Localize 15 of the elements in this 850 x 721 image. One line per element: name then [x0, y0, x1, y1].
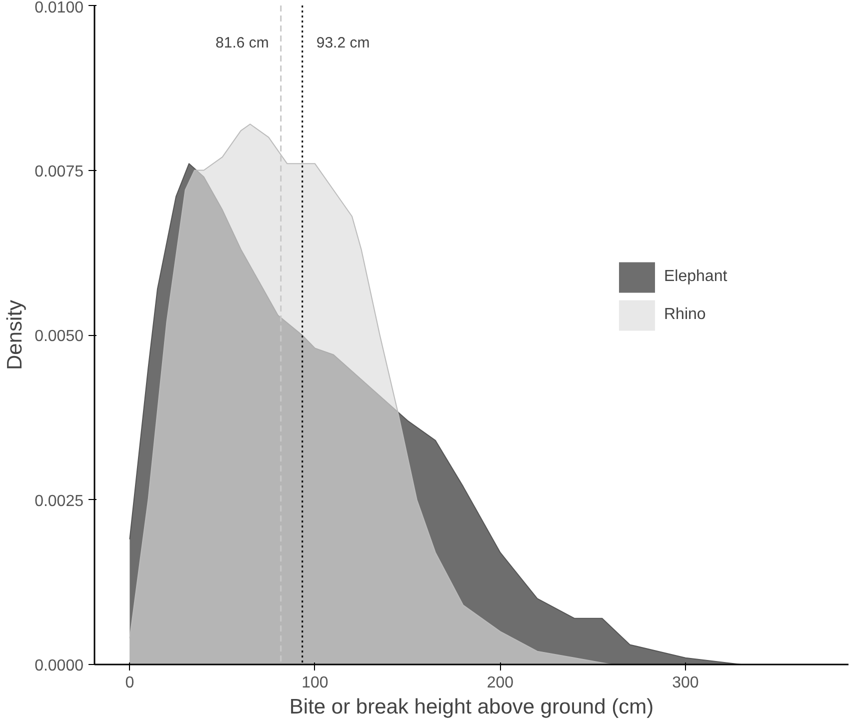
y-tick-label: 0.0025	[34, 492, 84, 510]
y-tick-label: 0.0075	[34, 163, 84, 180]
y-tick-label: 0.0100	[34, 0, 84, 16]
y-tick-label: 0.0000	[34, 658, 84, 674]
legend-label: Rhino	[664, 306, 706, 324]
x-axis-title: Bite or break height above ground (cm)	[289, 696, 654, 718]
x-tick-label: 200	[486, 674, 514, 692]
x-tick-label: 300	[672, 674, 699, 692]
ref-line-label: 93.2 cm	[316, 34, 370, 52]
legend-label: Elephant	[664, 268, 728, 286]
y-tick-label: 0.0050	[34, 328, 84, 345]
x-tick-label: 0	[125, 674, 134, 692]
ref-line-label: 81.6 cm	[216, 34, 269, 52]
y-axis-title: Density	[4, 299, 27, 370]
x-tick-label: 100	[302, 674, 328, 692]
